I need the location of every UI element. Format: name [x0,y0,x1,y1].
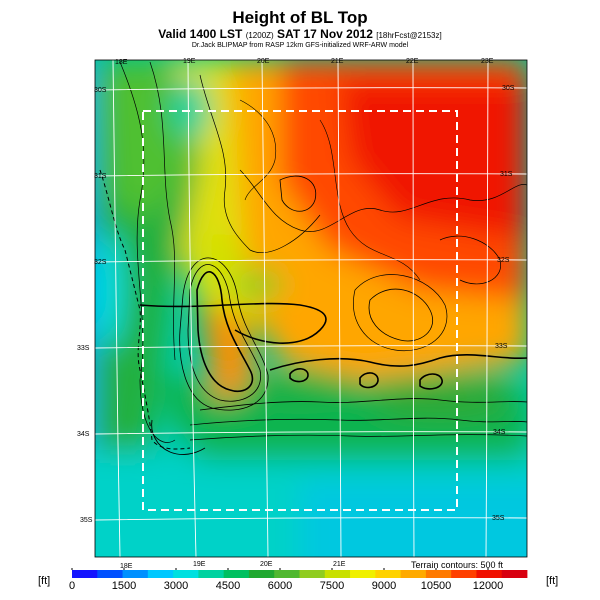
lat-label-right: 32S [497,257,510,264]
lat-label-right: 31S [500,171,513,178]
lat-label-right: 34S [493,429,506,436]
colorbar-label: 7500 [319,580,345,592]
colorbar-swatch [274,570,300,578]
colorbar-swatch [72,570,98,578]
terrain-contour-note: Terrain contours: 500 ft [410,560,503,570]
lon-label-bottom: 18E [120,563,133,570]
colorbar-swatch [501,570,528,578]
valid-label: Valid 1400 LST [158,27,243,41]
colorbar-label: 1500 [111,580,137,592]
map-frame [94,59,528,558]
lon-label-top: 21E [331,58,344,65]
colorbar-label: 6000 [267,580,293,592]
colorbar-label: 3000 [163,580,189,592]
colorbar-unit-right: [ft] [546,575,559,587]
lon-label-top: 19E [183,58,196,65]
lat-label-left: 30S [94,87,107,94]
colorbar-swatch [122,570,149,578]
field-shading [95,60,527,557]
colorbar-swatch [350,570,376,578]
colorbar-swatch [451,570,477,578]
colorbar-swatch [223,570,250,578]
colorbar-swatch [324,570,351,578]
lat-lon-grid [95,60,527,557]
colorbar-swatch [299,570,326,578]
lon-label-top: 23E [481,58,494,65]
colorbar [71,568,528,578]
colorbar-label: 0 [68,580,76,592]
colorbar-unit-left: [ft] [38,575,51,587]
model-credit: Dr.Jack BLIPMAP from RASP 12km GFS-initi… [191,42,409,49]
lon-label-bottom: 19E [193,561,206,568]
lon-label-top: 22E [406,58,419,65]
colorbar-swatch [425,570,452,578]
colorbar-swatch [97,570,123,578]
lon-label-bottom: 21E [333,561,346,568]
colorbar-label: 9000 [371,580,397,592]
lon-labels-bottom: 18E 19E 20E 21E [120,561,346,570]
lon-label-bottom: 20E [260,561,273,568]
colorbar-swatch [375,570,402,578]
lat-label-left: 35S [80,517,93,524]
colorbar-swatch [248,570,275,578]
utc-time: (1200Z) [245,31,274,40]
lon-label-top: 20E [257,58,270,65]
lon-labels-top: 18E 19E 20E 21E 22E 23E [115,58,494,66]
lat-label-left: 33S [77,345,90,352]
colorbar-label: 12000 [472,580,504,592]
colorbar-label: 4500 [215,580,241,592]
lat-labels-right: 30S 31S 32S 33S 34S 35S [492,85,515,522]
forecast-info: [18hrFcst@2153z] [376,31,442,40]
lat-label-right: 33S [495,343,508,350]
inner-domain-box [142,110,458,511]
lon-label-top: 18E [115,59,128,66]
colorbar-label: 10500 [420,580,452,592]
lat-label-right: 30S [502,85,515,92]
colorbar-swatch [400,570,427,578]
lat-label-right: 35S [492,515,505,522]
lat-labels-left: 30S 31S 32S 33S 34S 35S [77,87,107,524]
valid-time: Valid 1400 LST (1200Z) SAT 17 Nov 2012 [… [0,27,600,41]
chart-title: Height of BL Top [232,8,368,27]
lat-label-left: 34S [77,431,90,438]
lat-label-left: 32S [94,259,107,266]
lat-label-left: 31S [94,173,107,180]
valid-date: SAT 17 Nov 2012 [277,27,373,41]
colorbar-swatch [476,570,503,578]
colorbar-swatch [198,570,225,578]
colorbar-swatch [173,570,199,578]
colorbar-swatch [147,570,174,578]
